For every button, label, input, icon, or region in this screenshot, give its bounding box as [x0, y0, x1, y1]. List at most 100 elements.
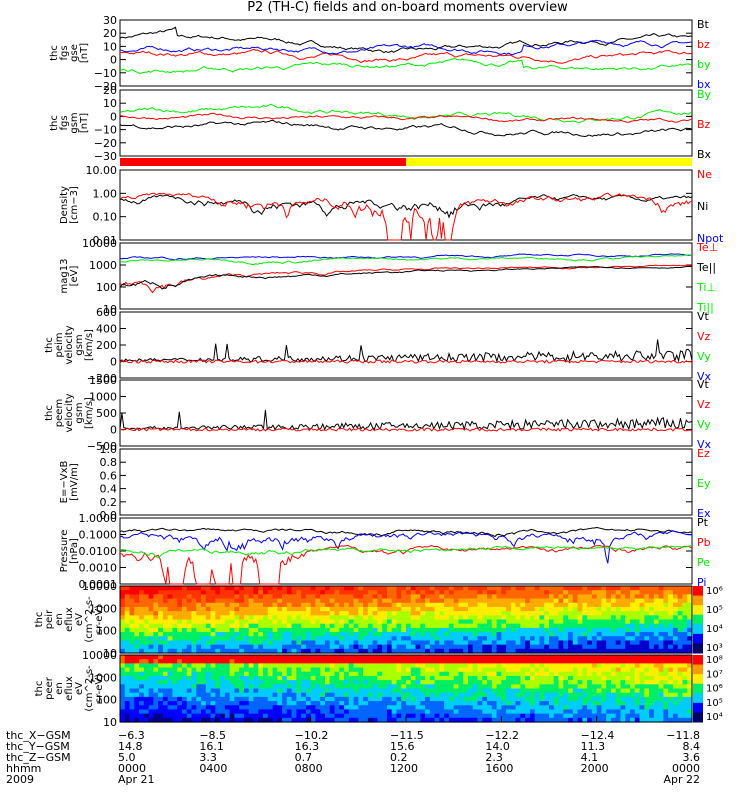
heatmap-cell	[186, 713, 193, 719]
heatmap-cell	[129, 586, 135, 591]
heatmap-cell	[277, 598, 283, 604]
heatmap-cell	[525, 671, 531, 677]
heatmap-cell	[625, 663, 631, 669]
heatmap-cell	[510, 680, 517, 685]
heatmap-cell	[315, 586, 321, 591]
heatmap-cell	[277, 696, 283, 702]
heatmap-cell	[191, 705, 197, 711]
heatmap-cell	[391, 623, 398, 629]
heatmap-cell	[506, 688, 512, 694]
heatmap-cell	[410, 586, 417, 591]
heatmap-cell	[191, 680, 197, 685]
ephemeris-value: 0000	[672, 762, 700, 775]
heatmap-cell	[301, 667, 307, 673]
heatmap-cell	[639, 696, 645, 702]
heatmap-cell	[577, 632, 583, 637]
heatmap-cell	[549, 667, 555, 673]
heatmap-cell	[167, 640, 174, 646]
heatmap-cell	[558, 709, 564, 715]
heatmap-cell	[305, 696, 312, 702]
heatmap-cell	[415, 713, 421, 719]
by-series	[119, 57, 693, 74]
heatmap-cell	[606, 671, 612, 677]
heatmap-cell	[248, 590, 255, 595]
heatmap-cell	[296, 688, 302, 694]
heatmap-cell	[487, 717, 493, 723]
heatmap-cell	[296, 648, 302, 654]
heatmap-cell	[406, 675, 412, 681]
heatmap-cell	[529, 655, 536, 660]
heatmap-cell	[525, 586, 531, 591]
heatmap-cell	[315, 611, 321, 616]
heatmap-cell	[210, 619, 216, 625]
heatmap-cell	[525, 680, 531, 685]
heatmap-cell	[143, 619, 150, 625]
heatmap-cell	[263, 606, 269, 612]
heatmap-cell	[677, 705, 684, 711]
heatmap-cell	[601, 615, 607, 621]
heatmap-cell	[177, 696, 183, 702]
heatmap-cell	[134, 659, 140, 664]
heatmap-cell	[558, 684, 564, 690]
heatmap-cell	[682, 606, 688, 612]
heatmap-cell	[568, 598, 574, 604]
panel-4-legend: Ti⊥	[696, 281, 716, 294]
heatmap-cell	[653, 696, 660, 702]
heatmap-cell	[253, 627, 259, 633]
heatmap-cell	[215, 659, 221, 664]
heatmap-cell	[615, 598, 622, 604]
heatmap-cell	[467, 688, 474, 694]
heatmap-cell	[515, 659, 521, 664]
heatmap-cell	[148, 619, 154, 625]
heatmap-cell	[191, 627, 197, 633]
heatmap-cell	[296, 696, 302, 702]
heatmap-cell	[415, 648, 421, 654]
ephemeris-value: 0.2	[390, 751, 408, 764]
heatmap-cell	[344, 659, 350, 664]
heatmap-cell	[296, 606, 302, 612]
heatmap-cell	[549, 709, 555, 715]
heatmap-cell	[453, 615, 460, 621]
heatmap-cell	[491, 713, 498, 719]
heatmap-cell	[344, 692, 350, 698]
heatmap-cell	[634, 623, 641, 629]
heatmap-cell	[639, 667, 645, 673]
ephemeris-row-label: thc_Z−GSM	[6, 751, 71, 764]
heatmap-cell	[334, 667, 340, 673]
heatmap-cell	[201, 696, 207, 702]
heatmap-cell	[234, 623, 240, 629]
heatmap-cell	[420, 659, 426, 664]
heatmap-cell	[301, 655, 307, 660]
heatmap-cell	[310, 684, 317, 690]
heatmap-cell	[286, 640, 293, 646]
heatmap-cell	[625, 623, 631, 629]
heatmap-cell	[630, 675, 636, 681]
heatmap-cell	[220, 692, 226, 698]
heatmap-cell	[429, 606, 436, 612]
heatmap-cell	[463, 692, 469, 698]
heatmap-cell	[458, 602, 464, 608]
heatmap-cell	[649, 640, 655, 646]
heatmap-cell	[196, 680, 202, 685]
heatmap-cell	[363, 602, 369, 608]
heatmap-cell	[363, 606, 369, 612]
heatmap-cell	[577, 615, 583, 621]
heatmap-cell	[520, 680, 526, 685]
panel-10-ylabel: eV	[74, 682, 85, 695]
heatmap-cell	[577, 680, 583, 685]
panel-1-ylabel: [nT]	[79, 113, 90, 133]
heatmap-cell	[506, 655, 512, 660]
heatmap-cell	[162, 709, 169, 715]
heatmap-cell	[582, 632, 588, 637]
heatmap-cell	[224, 667, 231, 673]
heatmap-cell	[296, 667, 302, 673]
heatmap-cell	[510, 655, 517, 660]
heatmap-cell	[263, 598, 269, 604]
heatmap-cell	[682, 709, 688, 715]
heatmap-cell	[615, 709, 622, 715]
heatmap-cell	[363, 675, 369, 681]
heatmap-cell	[591, 598, 598, 604]
heatmap-cell	[520, 692, 526, 698]
heatmap-cell	[320, 713, 326, 719]
heatmap-cell	[353, 717, 359, 723]
